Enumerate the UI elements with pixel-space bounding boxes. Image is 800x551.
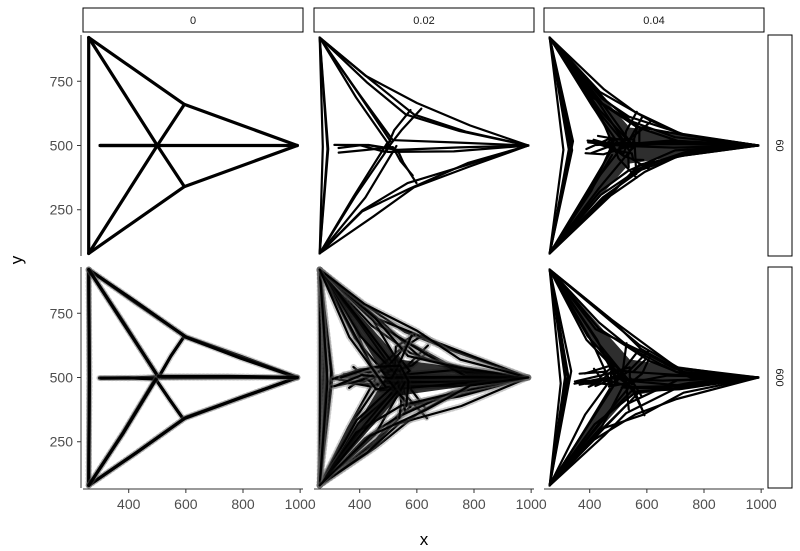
y-tick-label: 250 bbox=[50, 202, 74, 218]
y-tick-label: 750 bbox=[50, 73, 74, 89]
strip-row-label: 60 bbox=[773, 139, 785, 151]
panel-0.04-60 bbox=[548, 36, 760, 255]
series-line bbox=[87, 268, 299, 380]
series-line bbox=[548, 376, 760, 487]
series-line bbox=[337, 146, 414, 177]
series-line bbox=[548, 268, 562, 487]
series-line bbox=[87, 36, 159, 148]
x-tick-label: 800 bbox=[692, 496, 716, 512]
series-line bbox=[87, 375, 299, 487]
strip-col-label: 0 bbox=[190, 15, 196, 27]
series-line bbox=[318, 268, 530, 379]
series-line bbox=[318, 144, 398, 255]
x-tick-label: 400 bbox=[117, 496, 141, 512]
series-line bbox=[87, 268, 91, 487]
series-line bbox=[318, 376, 530, 487]
series-line bbox=[318, 36, 530, 147]
series-line bbox=[87, 143, 159, 255]
series-halo bbox=[85, 374, 301, 489]
x-tick-label: 600 bbox=[405, 496, 429, 512]
series-line bbox=[318, 36, 530, 147]
panel-0.04-600 bbox=[548, 268, 760, 487]
series-line bbox=[87, 36, 299, 148]
y-tick-label: 750 bbox=[50, 305, 74, 321]
series-line bbox=[97, 334, 186, 380]
x-tick-label: 600 bbox=[174, 496, 198, 512]
x-tick-label: 800 bbox=[231, 496, 255, 512]
x-tick-label: 1000 bbox=[285, 496, 316, 512]
series-line bbox=[396, 144, 530, 151]
panel-0-600 bbox=[85, 266, 301, 489]
series-line bbox=[98, 102, 186, 148]
series-line bbox=[548, 268, 570, 487]
series-halo bbox=[85, 266, 301, 381]
series-line bbox=[318, 36, 394, 141]
series-line bbox=[548, 36, 760, 147]
series-line bbox=[548, 36, 572, 255]
series-line bbox=[87, 268, 160, 379]
series-line bbox=[318, 376, 530, 487]
series-line bbox=[87, 375, 299, 487]
y-tick-label: 500 bbox=[50, 138, 74, 154]
series-line bbox=[318, 268, 387, 388]
series-line bbox=[157, 374, 299, 380]
strip-col-label: 0.02 bbox=[413, 15, 434, 27]
strip-row-60 bbox=[767, 34, 793, 257]
series-line bbox=[98, 143, 186, 189]
x-tick-label: 800 bbox=[462, 496, 486, 512]
series-line bbox=[548, 376, 760, 487]
series-line bbox=[87, 268, 299, 380]
series-line bbox=[386, 144, 530, 153]
strip-col-0 bbox=[82, 7, 304, 33]
series-line bbox=[548, 36, 760, 147]
x-tick-label: 1000 bbox=[516, 496, 547, 512]
x-axis-title: x bbox=[420, 530, 429, 549]
series-halo bbox=[85, 266, 301, 381]
series-density bbox=[319, 269, 529, 486]
series-line bbox=[548, 376, 760, 487]
facet-panels bbox=[85, 36, 760, 489]
strip-col-label: 0.04 bbox=[643, 15, 664, 27]
x-tick-label: 400 bbox=[578, 496, 602, 512]
series-line bbox=[548, 376, 760, 487]
series-density bbox=[549, 269, 759, 486]
facet-strips: 0 0.02 0.04 60 600 bbox=[82, 7, 793, 489]
y-axis-title: y bbox=[7, 255, 26, 264]
series-line bbox=[318, 142, 388, 255]
series-line bbox=[318, 36, 324, 255]
series-line bbox=[393, 139, 530, 147]
series-line bbox=[318, 36, 393, 149]
x-tick-label: 1000 bbox=[746, 496, 777, 512]
strip-row-label: 600 bbox=[773, 368, 785, 386]
series-line bbox=[548, 376, 760, 487]
x-tick-label: 600 bbox=[635, 496, 659, 512]
series-line bbox=[548, 372, 617, 487]
strip-row-600 bbox=[767, 266, 793, 489]
strip-col-0.02 bbox=[313, 7, 535, 33]
panel-0-60 bbox=[87, 36, 299, 255]
series-line bbox=[87, 377, 158, 487]
series-line bbox=[318, 144, 530, 255]
y-tick-label: 250 bbox=[50, 434, 74, 450]
series-line bbox=[337, 107, 423, 153]
y-tick-label: 500 bbox=[50, 370, 74, 386]
series-line bbox=[87, 143, 299, 255]
series-line bbox=[548, 36, 565, 255]
strip-col-0.04 bbox=[543, 7, 765, 33]
series-line bbox=[318, 36, 530, 147]
series-line bbox=[318, 144, 530, 255]
series-line bbox=[318, 268, 329, 487]
panel-0.02-60 bbox=[318, 36, 530, 255]
series-density bbox=[549, 37, 759, 254]
series-line bbox=[318, 36, 330, 255]
x-tick-label: 400 bbox=[348, 496, 372, 512]
series-halo bbox=[85, 374, 301, 489]
panel-0.02-600 bbox=[316, 266, 532, 489]
series-line bbox=[548, 376, 760, 487]
axes: 250 500 750 250 500 750 400 600 800 1000 400 600 800… bbox=[50, 35, 777, 512]
